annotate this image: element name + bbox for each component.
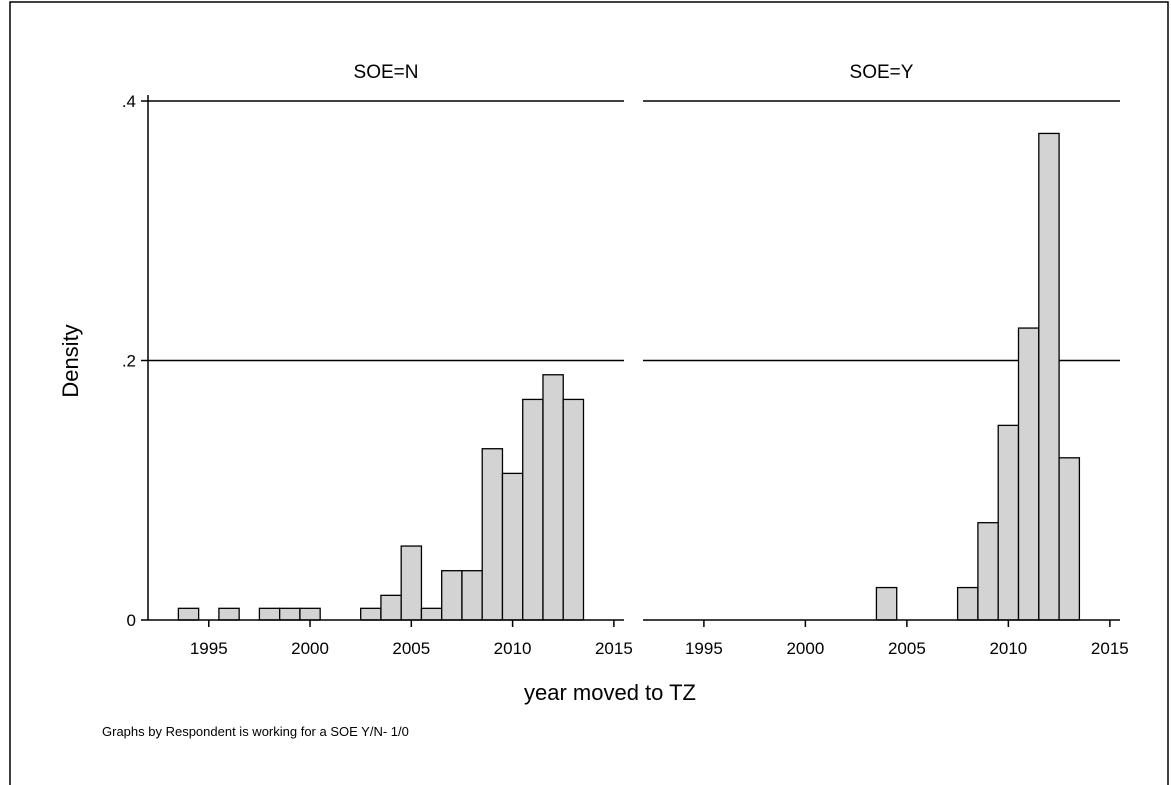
panel-title: SOE=Y <box>850 62 914 83</box>
x-tick-label: 2010 <box>989 639 1027 658</box>
figure-border <box>9 1 1169 785</box>
panel-title: SOE=N <box>354 62 419 83</box>
x-axis-title: year moved to TZ <box>524 680 696 705</box>
x-tick-label: 2000 <box>291 639 329 658</box>
panel-1: SOE=N 1995 2000 2005 2010 2015 0 .2 .4 <box>122 62 633 658</box>
histogram-bar <box>562 398 585 621</box>
x-tick-label: 2015 <box>1091 639 1129 658</box>
histogram-bar <box>997 424 1020 621</box>
histogram-bar <box>400 545 423 621</box>
y-tick-label: 0 <box>127 611 136 630</box>
histogram-bar <box>461 570 483 621</box>
histogram-bar <box>177 607 200 621</box>
histogram-bar <box>360 607 382 621</box>
x-tick-label: 1995 <box>190 639 228 658</box>
histogram-bar <box>542 374 564 621</box>
x-tick-label: 2005 <box>888 639 926 658</box>
y-axis-title: Density <box>58 324 83 397</box>
histogram-bar <box>501 472 524 621</box>
histogram-bar <box>218 607 240 621</box>
graphs-by-note: Graphs by Respondent is working for a SO… <box>102 724 409 739</box>
histogram-bar <box>258 607 281 621</box>
x-tick-label: 2010 <box>494 639 532 658</box>
histogram-bar <box>299 607 321 621</box>
histogram-bar <box>875 586 898 621</box>
histogram-bar <box>1017 327 1040 621</box>
histogram-bar <box>380 594 402 621</box>
histogram-bar <box>441 570 463 621</box>
histogram-bar <box>420 607 443 621</box>
x-tick-label: 2015 <box>595 639 633 658</box>
y-tick-label: .4 <box>122 92 136 111</box>
x-tick-label: 1995 <box>685 639 723 658</box>
histogram-bar <box>522 398 544 621</box>
histogram-bar <box>1058 457 1081 621</box>
histogram-bar <box>1038 132 1060 621</box>
histogram-bar <box>977 522 999 621</box>
panel-2: SOE=Y 1995 2000 2005 2010 2015 <box>643 62 1129 658</box>
x-tick-label: 2005 <box>392 639 430 658</box>
panels: SOE=N 1995 2000 2005 2010 2015 0 .2 .4 SOE=Y 1995 2… <box>122 62 1129 658</box>
histogram-bar <box>279 607 301 621</box>
histogram-bar <box>956 586 979 621</box>
x-tick-label: 2000 <box>786 639 824 658</box>
histogram-bar <box>481 448 504 621</box>
y-tick-label: .2 <box>122 352 136 371</box>
